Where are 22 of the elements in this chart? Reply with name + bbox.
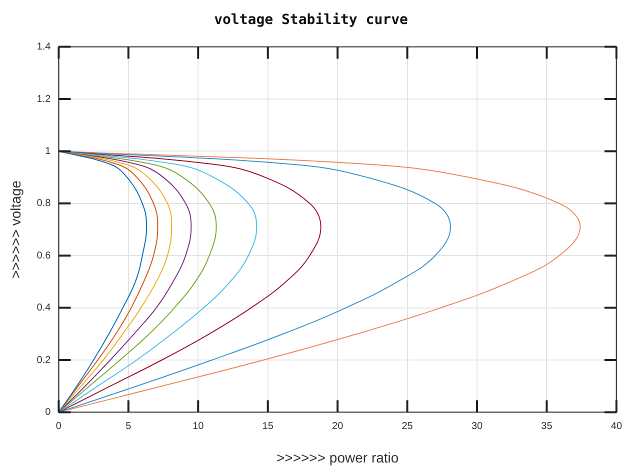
x-tick-label: 0 xyxy=(56,420,62,432)
x-tick-label: 5 xyxy=(126,420,132,432)
x-tick-label: 35 xyxy=(541,420,553,432)
x-tick-label: 10 xyxy=(192,420,204,432)
y-tick-label: 0.6 xyxy=(36,250,52,262)
x-tick-label: 25 xyxy=(402,420,414,432)
x-tick-label: 30 xyxy=(471,420,484,432)
y-tick-label: 1 xyxy=(45,146,52,157)
line-series xyxy=(58,150,217,412)
chart-title: voltage Stability curve xyxy=(214,12,408,28)
x-tick-label: 20 xyxy=(332,420,344,432)
y-tick-label: 0.4 xyxy=(36,302,52,314)
y-tick-label: 0.8 xyxy=(36,198,52,210)
x-axis-title: >>>>>> power ratio xyxy=(276,449,399,466)
y-axis-title: >>>>>> voltage xyxy=(7,180,24,279)
y-tick-label: 0 xyxy=(45,406,52,418)
y-tick-label: 1.2 xyxy=(36,94,52,105)
line-series xyxy=(58,150,258,412)
y-tick-label: 1.4 xyxy=(36,42,52,53)
x-tick-label: 40 xyxy=(610,420,622,432)
y-tick-label: 0.2 xyxy=(36,354,52,366)
x-tick-label: 15 xyxy=(262,420,274,432)
